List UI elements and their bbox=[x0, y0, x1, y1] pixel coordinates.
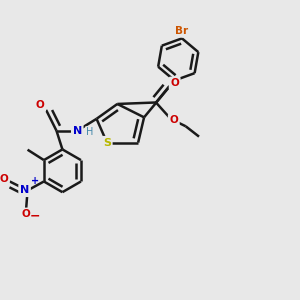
Text: N: N bbox=[20, 185, 29, 195]
Text: +: + bbox=[31, 176, 39, 186]
Text: H: H bbox=[86, 127, 93, 137]
Text: Br: Br bbox=[176, 26, 188, 36]
Text: O: O bbox=[170, 78, 179, 88]
Text: O: O bbox=[0, 173, 8, 184]
Text: N: N bbox=[73, 126, 82, 136]
Text: O: O bbox=[22, 209, 30, 219]
Text: O: O bbox=[36, 100, 44, 110]
Text: O: O bbox=[169, 115, 178, 125]
Text: S: S bbox=[103, 138, 111, 148]
Text: −: − bbox=[30, 209, 40, 222]
